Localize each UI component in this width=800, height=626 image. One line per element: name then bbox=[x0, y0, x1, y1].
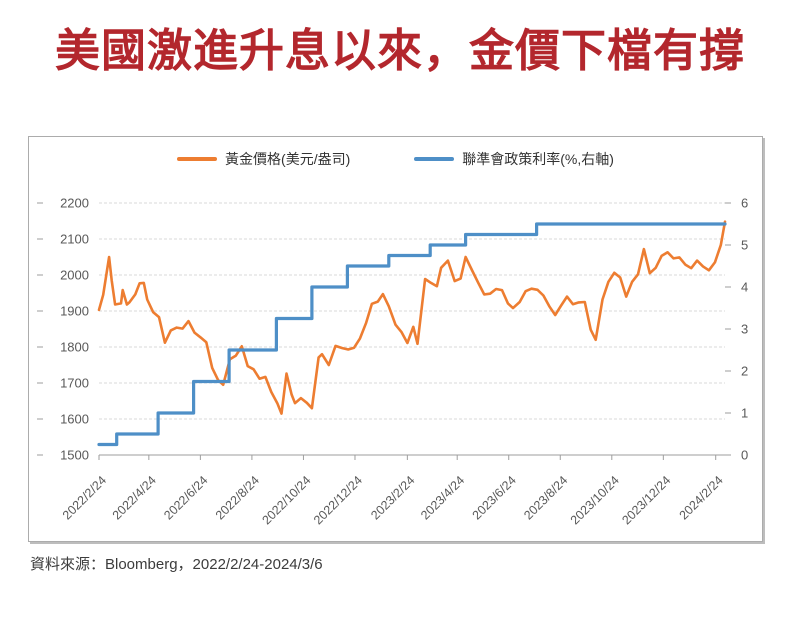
chart-legend: 黃金價格(美元/盎司) 聯準會政策利率(%,右軸) bbox=[29, 149, 762, 169]
svg-text:2023/10/24: 2023/10/24 bbox=[568, 473, 622, 527]
svg-text:2200: 2200 bbox=[60, 196, 89, 211]
legend-label-gold: 黃金價格(美元/盎司) bbox=[225, 151, 351, 167]
svg-text:1900: 1900 bbox=[60, 304, 89, 319]
chart-svg: 1500 1600 1700 1800 1900 2000 2100 2200 0 1 2 3 4 5 6 2… bbox=[37, 196, 748, 527]
svg-text:1: 1 bbox=[741, 406, 748, 421]
svg-text:2022/12/24: 2022/12/24 bbox=[311, 473, 365, 527]
source-note: 資料來源：Bloomberg，2022/2/24-2024/3/6 bbox=[30, 556, 323, 573]
svg-text:2000: 2000 bbox=[60, 268, 89, 283]
gold-line-swatch bbox=[177, 157, 218, 161]
fed-rate-line-swatch bbox=[414, 157, 455, 161]
svg-text:2023/6/24: 2023/6/24 bbox=[470, 473, 519, 522]
svg-text:2022/10/24: 2022/10/24 bbox=[259, 473, 313, 527]
svg-text:2024/2/24: 2024/2/24 bbox=[677, 473, 726, 522]
svg-text:2100: 2100 bbox=[60, 232, 89, 247]
legend-item-fed-rate: 聯準會政策利率(%,右軸) bbox=[414, 149, 614, 169]
chart-panel: 1500 1600 1700 1800 1900 2000 2100 2200 0 1 2 3 4 5 6 2… bbox=[28, 136, 763, 542]
svg-text:5: 5 bbox=[741, 238, 748, 253]
svg-text:2023/4/24: 2023/4/24 bbox=[418, 473, 467, 522]
svg-text:1500: 1500 bbox=[60, 448, 89, 463]
svg-text:2023/12/24: 2023/12/24 bbox=[619, 473, 673, 527]
legend-label-fed-rate: 聯準會政策利率(%,右軸) bbox=[462, 151, 614, 167]
page-title: 美國激進升息以來，金價下檔有撐 bbox=[54, 26, 745, 76]
svg-text:6: 6 bbox=[741, 196, 748, 211]
svg-text:2023/8/24: 2023/8/24 bbox=[521, 473, 570, 522]
legend-item-gold: 黃金價格(美元/盎司) bbox=[177, 149, 350, 169]
svg-text:2022/4/24: 2022/4/24 bbox=[110, 473, 159, 522]
svg-text:1700: 1700 bbox=[60, 376, 89, 391]
svg-text:4: 4 bbox=[741, 280, 748, 295]
svg-text:2022/6/24: 2022/6/24 bbox=[161, 473, 210, 522]
svg-text:2022/8/24: 2022/8/24 bbox=[213, 473, 262, 522]
svg-text:0: 0 bbox=[741, 448, 748, 463]
svg-text:2022/2/24: 2022/2/24 bbox=[60, 473, 109, 522]
svg-text:1600: 1600 bbox=[60, 412, 89, 427]
svg-text:2: 2 bbox=[741, 364, 748, 379]
svg-text:1800: 1800 bbox=[60, 340, 89, 355]
svg-text:3: 3 bbox=[741, 322, 748, 337]
svg-text:2023/2/24: 2023/2/24 bbox=[368, 473, 417, 522]
